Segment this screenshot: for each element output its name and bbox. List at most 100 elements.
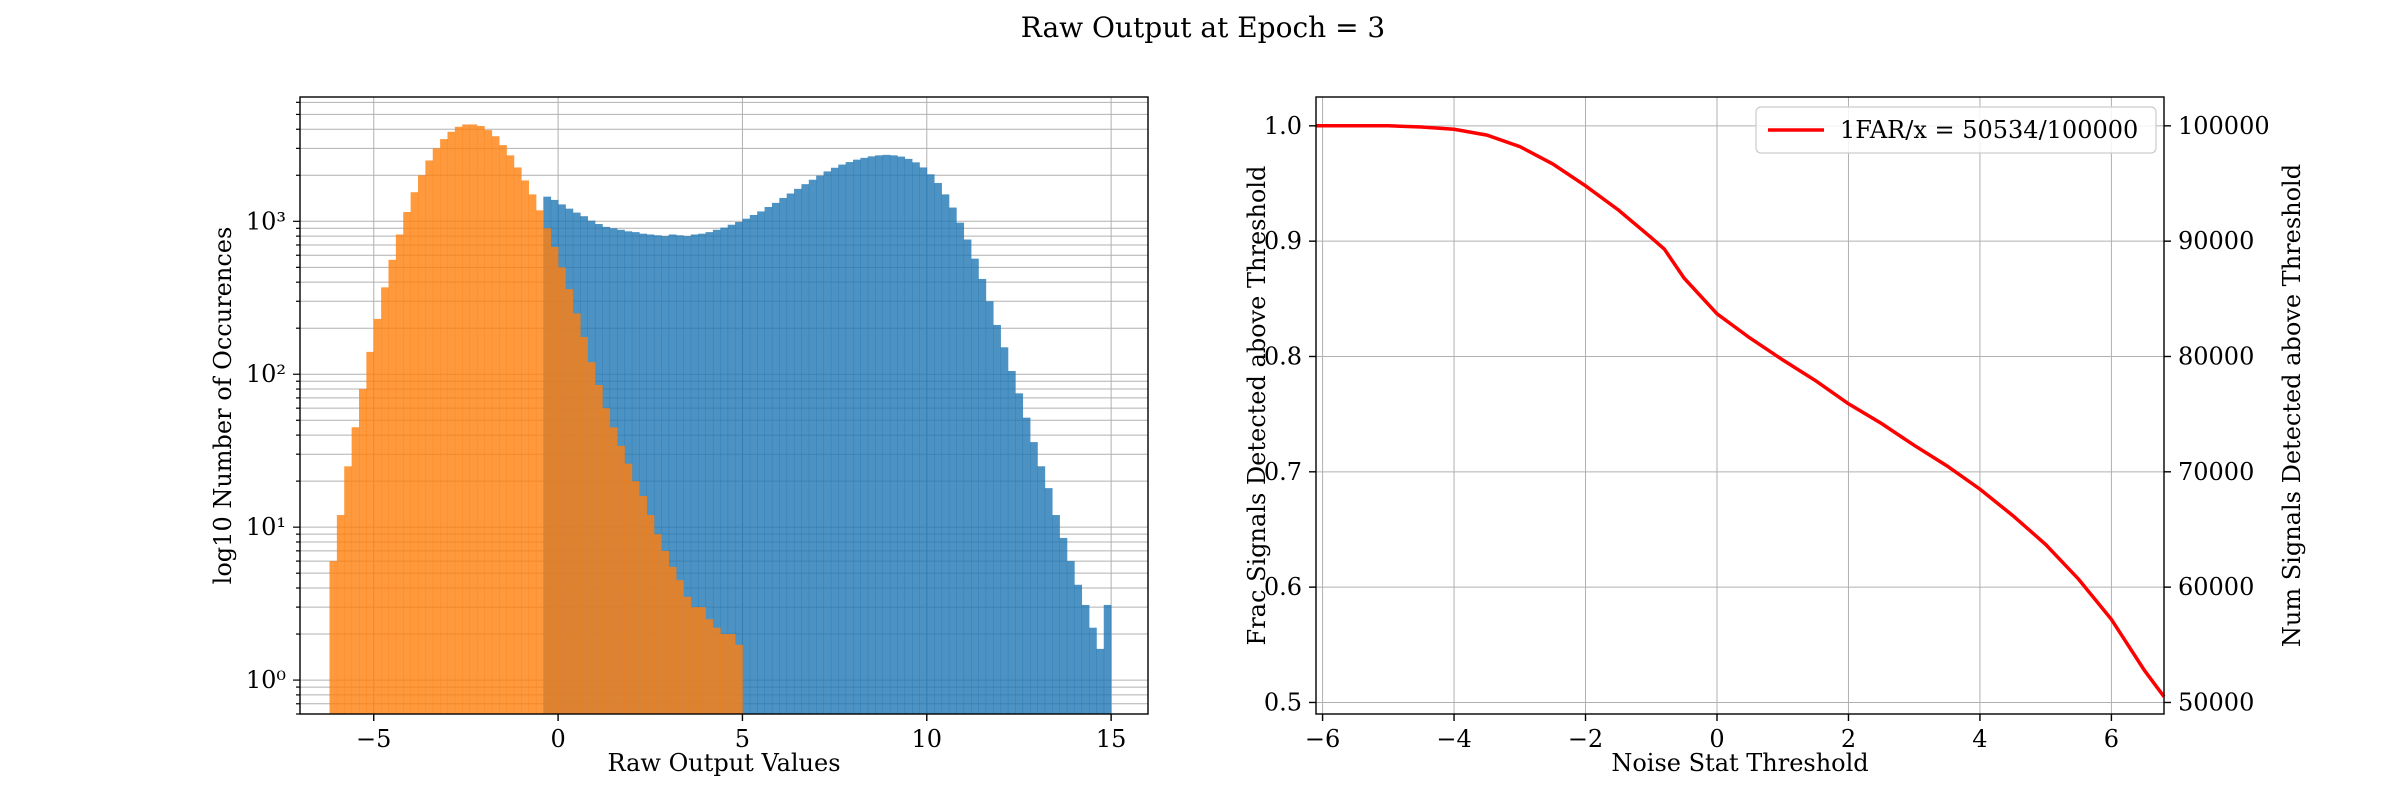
histogram-bar-signal xyxy=(934,183,942,714)
histogram-bar-noise xyxy=(440,139,448,715)
histogram-bar-noise xyxy=(609,427,618,714)
histogram-bar-noise xyxy=(543,228,552,714)
histogram-bar-noise xyxy=(521,180,529,714)
histogram-bar-noise xyxy=(336,515,345,714)
right-y-tick-label: 80000 xyxy=(2178,342,2254,370)
histogram-bar-signal xyxy=(1074,584,1083,714)
histogram-bar-signal xyxy=(1000,347,1009,714)
y-tick-label: 0.5 xyxy=(1264,688,1302,716)
y-tick-label: 0.9 xyxy=(1264,227,1302,255)
histogram-bar-signal xyxy=(978,278,987,714)
histogram-bar-signal xyxy=(1044,488,1053,714)
histogram-bar-noise xyxy=(351,427,360,714)
detection-curve-line xyxy=(1316,124,2166,698)
right-y-tick-label: 70000 xyxy=(2178,458,2254,486)
histogram-bar-noise xyxy=(462,124,470,714)
histogram-bar-signal xyxy=(646,234,655,715)
histogram-bar-noise xyxy=(594,385,603,714)
histogram-bar-noise xyxy=(506,155,515,715)
histogram-bar-signal xyxy=(801,184,810,714)
detection-curve-right-y-axis-label: Num Signals Detected above Threshold xyxy=(2278,164,2306,647)
histogram-bar-noise xyxy=(639,495,647,714)
histogram-y-axis-label: log10 Number of Occurences xyxy=(209,227,237,585)
x-tick-label: 2 xyxy=(1841,725,1856,753)
histogram-bar-signal xyxy=(631,232,640,714)
histogram-bar-noise xyxy=(705,619,714,714)
histogram-bar-signal xyxy=(698,233,706,714)
histogram-bar-signal xyxy=(889,155,898,715)
histogram-bar-signal xyxy=(1022,417,1031,714)
histogram-bar-noise xyxy=(329,561,338,714)
y-tick-label: 0.7 xyxy=(1264,458,1302,486)
histogram-x-axis-label: Raw Output Values xyxy=(607,749,840,777)
histogram-bar-noise xyxy=(550,246,559,714)
histogram-bar-noise xyxy=(388,259,397,714)
histogram-bar-signal xyxy=(749,214,758,714)
detection-curve-axes-frame xyxy=(1315,96,2165,715)
detection-curve-panel: −6 −4 −2 0 2 4 6 0.5 0.6 0.7 0.8 0.9 1.0 50000 60000 70… xyxy=(1243,96,2306,777)
histogram-bar-noise xyxy=(690,607,699,714)
histogram-bar-noise xyxy=(683,596,692,714)
histogram-bar-noise xyxy=(676,580,684,714)
histogram-bar-noise xyxy=(602,408,611,714)
histogram-bar-noise xyxy=(558,267,566,714)
histogram-bar-signal xyxy=(926,174,935,714)
histogram-bar-signal xyxy=(941,194,950,715)
y-tick-label: 10¹ xyxy=(246,513,286,541)
histogram-bar-noise xyxy=(476,126,485,715)
histogram-axes-frame xyxy=(299,96,1149,715)
histogram-bar-signal xyxy=(786,193,795,714)
histogram-bar-signal xyxy=(971,258,979,714)
right-y-tick-label: 100000 xyxy=(2178,112,2270,140)
y-tick-label: 10³ xyxy=(246,207,286,235)
histogram-bar-signal xyxy=(948,207,957,714)
histogram-bar-signal xyxy=(1096,648,1105,714)
histogram-bar-noise xyxy=(624,463,633,714)
histogram-bar-noise xyxy=(735,644,743,714)
histogram-bar-signal xyxy=(690,234,699,715)
histogram-bar-noise xyxy=(417,175,426,715)
histogram-bar-signal xyxy=(742,218,751,715)
histogram-bar-signal xyxy=(860,157,869,714)
histogram-bar-noise xyxy=(469,124,478,714)
histogram-bar-signal xyxy=(735,221,743,715)
histogram-bar-noise xyxy=(727,634,736,714)
histogram-bar-signal xyxy=(1103,604,1112,714)
x-tick-label: −2 xyxy=(1568,725,1603,753)
histogram-bar-signal xyxy=(882,154,891,715)
x-tick-label: 5 xyxy=(735,725,750,753)
histogram-bars xyxy=(329,124,1112,715)
histogram-bar-noise xyxy=(565,289,574,714)
histogram-bar-signal xyxy=(904,158,913,715)
x-tick-label: −6 xyxy=(1305,725,1340,753)
histogram-bar-noise xyxy=(344,466,353,714)
y-tick-label: 0.6 xyxy=(1264,573,1302,601)
histogram-bar-signal xyxy=(808,179,817,714)
legend-box xyxy=(1755,106,2157,154)
histogram-bar-noise xyxy=(499,145,507,715)
histogram-bar-noise xyxy=(528,194,537,715)
histogram-ticks: −5 0 5 10 15 10⁰ 10¹ 10² 10³ xyxy=(246,101,1126,753)
histogram-bar-noise xyxy=(631,481,640,714)
histogram-bar-signal xyxy=(1015,393,1024,714)
x-tick-label: 0 xyxy=(550,725,565,753)
histogram-bar-signal xyxy=(1007,370,1016,714)
histogram-bar-signal xyxy=(816,175,824,715)
histogram-bar-signal xyxy=(1066,561,1075,714)
histogram-bar-signal xyxy=(794,188,802,715)
histogram-bar-signal xyxy=(853,159,861,714)
histogram-bar-noise xyxy=(513,167,522,714)
histogram-bar-signal xyxy=(705,232,714,714)
histogram-bar-signal xyxy=(1037,466,1046,714)
histogram-bar-noise xyxy=(395,234,404,715)
histogram-bar-noise xyxy=(661,550,670,714)
histogram-bar-signal xyxy=(653,235,662,714)
y-tick-label: 10⁰ xyxy=(246,666,286,694)
detection-curve-x-axis-label: Noise Stat Threshold xyxy=(1611,749,1868,777)
histogram-bar-noise xyxy=(720,634,729,714)
histogram-bar-noise xyxy=(587,362,596,714)
histogram-bar-noise xyxy=(358,389,367,714)
histogram-bar-noise xyxy=(484,130,493,715)
legend: 1FAR/x = 50534/100000 xyxy=(1755,106,2157,154)
